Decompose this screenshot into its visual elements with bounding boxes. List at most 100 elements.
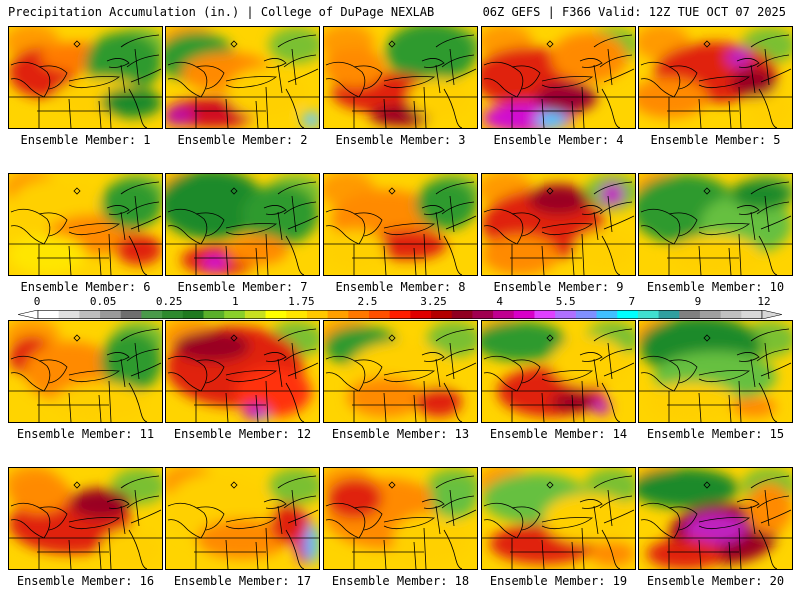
precip-map xyxy=(638,173,793,276)
marker xyxy=(546,481,554,489)
marker xyxy=(546,334,554,342)
precip-area xyxy=(550,32,628,83)
precip-area xyxy=(100,179,162,230)
marker xyxy=(388,40,396,48)
precip-area xyxy=(408,77,470,118)
marker xyxy=(230,40,238,48)
precip-area xyxy=(415,179,477,230)
member-panel: Ensemble Member: 17 xyxy=(165,467,320,615)
member-label: Ensemble Member: 7 xyxy=(177,280,308,294)
colorbar-tick-label: 0.05 xyxy=(89,295,117,308)
precip-area xyxy=(166,174,266,240)
precip-area xyxy=(392,513,470,564)
member-panel: Ensemble Member: 4 xyxy=(481,26,636,174)
member-label: Ensemble Member: 14 xyxy=(489,427,628,441)
precip-map xyxy=(638,320,793,423)
precip-area xyxy=(302,111,319,128)
member-label: Ensemble Member: 20 xyxy=(646,574,785,588)
colorbar-bin xyxy=(203,310,225,319)
precip-area xyxy=(202,254,228,271)
precip-area xyxy=(639,468,739,509)
precip-map xyxy=(481,173,636,276)
member-panel: Ensemble Member: 8 xyxy=(323,173,478,321)
colorbar-bin xyxy=(451,310,473,319)
member-panel: Ensemble Member: 14 xyxy=(481,320,636,468)
precip-map xyxy=(323,26,478,129)
marker xyxy=(230,481,238,489)
colorbar-arrow-right xyxy=(761,310,782,319)
state-borders xyxy=(9,475,162,569)
colorbar-bin xyxy=(389,310,411,319)
marker xyxy=(546,187,554,195)
state-borders xyxy=(639,34,792,128)
marker xyxy=(230,187,238,195)
colorbar-bin xyxy=(162,310,184,319)
colorbar-bin xyxy=(513,310,535,319)
marker xyxy=(546,40,554,48)
colorbar-arrow-left xyxy=(18,310,39,319)
member-label: Ensemble Member: 19 xyxy=(489,574,628,588)
precip-area xyxy=(482,321,567,362)
member-panel: Ensemble Member: 13 xyxy=(323,320,478,468)
member-panel: Ensemble Member: 7 xyxy=(165,173,320,321)
colorbar-bin xyxy=(555,310,577,319)
member-panel: Ensemble Member: 12 xyxy=(165,320,320,468)
precip-map xyxy=(8,26,163,129)
colorbar-tick-label: 1.75 xyxy=(288,295,315,308)
precip-map xyxy=(8,173,163,276)
colorbar-tick-label: 5.5 xyxy=(555,295,576,308)
colorbar-bin xyxy=(79,310,101,319)
member-label: Ensemble Member: 8 xyxy=(335,280,466,294)
precip-area xyxy=(527,184,590,215)
precip-area xyxy=(54,381,147,422)
marker xyxy=(703,334,711,342)
state-borders xyxy=(639,181,792,275)
member-label: Ensemble Member: 3 xyxy=(335,133,466,147)
member-panel: Ensemble Member: 20 xyxy=(638,467,793,615)
member-label: Ensemble Member: 13 xyxy=(331,427,470,441)
precip-area xyxy=(346,376,424,417)
precip-area xyxy=(482,234,559,275)
precip-area xyxy=(543,493,635,544)
state-borders xyxy=(324,328,477,422)
state-borders xyxy=(9,34,162,128)
precip-map xyxy=(8,320,163,423)
state-borders xyxy=(482,34,635,128)
marker xyxy=(388,481,396,489)
member-label: Ensemble Member: 5 xyxy=(650,133,781,147)
member-panel: Ensemble Member: 16 xyxy=(8,467,163,615)
precip-map xyxy=(323,173,478,276)
state-borders xyxy=(482,328,635,422)
colorbar-tick-label: 1 xyxy=(231,295,239,308)
precip-area xyxy=(369,229,447,260)
colorbar-bin xyxy=(431,310,453,319)
marker xyxy=(388,334,396,342)
precip-area xyxy=(669,234,762,275)
colorbar-bin xyxy=(410,310,432,319)
colorbar-tick-label: 0 xyxy=(33,295,41,308)
precip-area xyxy=(242,184,319,245)
precip-area xyxy=(592,398,611,415)
marker xyxy=(703,40,711,48)
colorbar-tick-label: 12 xyxy=(757,295,771,308)
precip-area xyxy=(730,396,777,417)
precip-area xyxy=(324,229,386,270)
colorbar-bin xyxy=(658,310,680,319)
state-borders xyxy=(482,475,635,569)
precip-area xyxy=(746,87,792,128)
precip-area xyxy=(100,331,162,392)
precip-area xyxy=(646,538,724,569)
colorbar-bin xyxy=(265,310,287,319)
precip-map xyxy=(165,26,320,129)
member-panel: Ensemble Member: 18 xyxy=(323,467,478,615)
member-label: Ensemble Member: 2 xyxy=(177,133,308,147)
state-borders xyxy=(166,328,319,422)
precip-area xyxy=(535,111,567,128)
colorbar-bin xyxy=(58,310,80,319)
colorbar-bin xyxy=(472,310,494,319)
colorbar-bin xyxy=(306,310,329,319)
colorbar-bin xyxy=(720,310,742,319)
marker xyxy=(73,334,81,342)
precip-area xyxy=(173,331,251,362)
state-borders xyxy=(166,34,319,128)
